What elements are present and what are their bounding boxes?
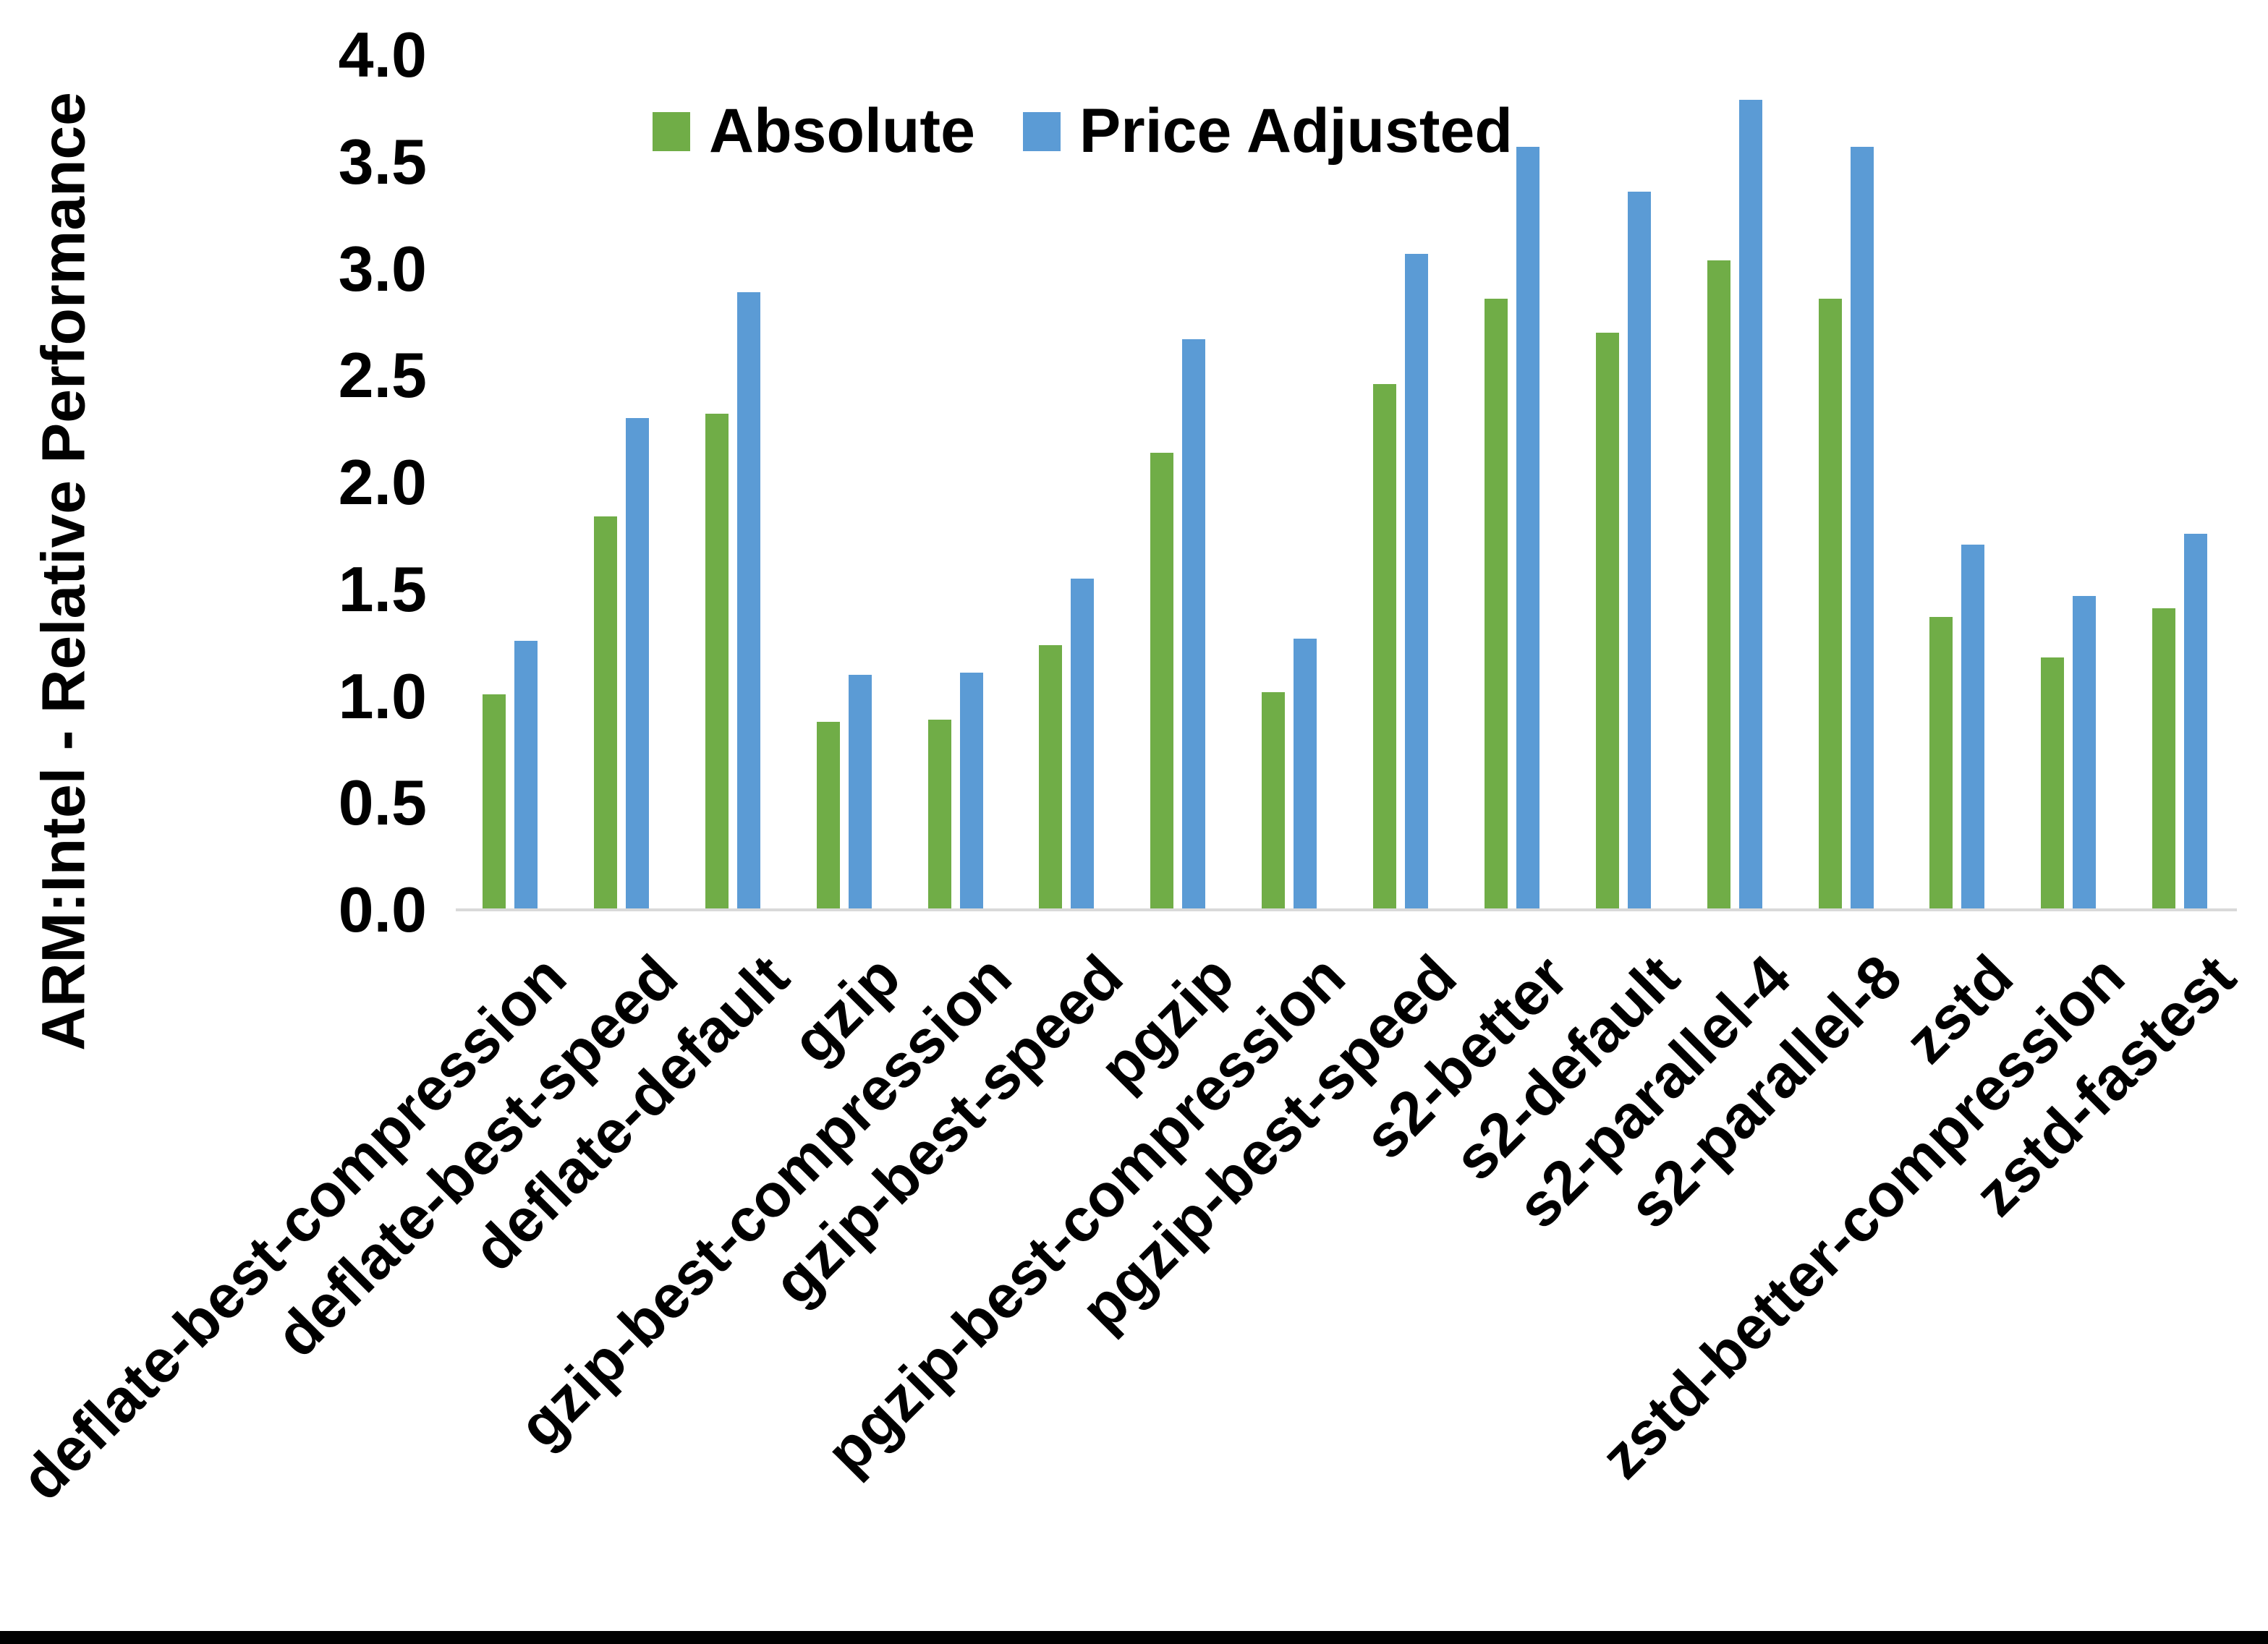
bar-price-adjusted-gzip: [848, 674, 872, 910]
bar-absolute-zstd-better-compression: [2041, 657, 2065, 910]
bar-price-adjusted-s2-better: [1516, 147, 1539, 910]
y-tick-label: 3.5: [338, 125, 427, 197]
legend-swatch-absolute-icon: [653, 111, 690, 151]
bar-price-adjusted-pgzip-best-speed: [1405, 253, 1428, 910]
bar-absolute-pgzip-best-speed: [1373, 384, 1396, 910]
bar-price-adjusted-zstd: [1961, 544, 1985, 910]
y-tick-label: 2.0: [338, 446, 427, 518]
y-tick-label: 3.0: [338, 232, 427, 304]
legend-item-absolute: Absolute: [653, 95, 975, 167]
bar-absolute-s2-parallel-4: [1707, 260, 1730, 910]
bar-absolute-deflate-best-compression: [483, 694, 506, 910]
legend-swatch-price-adjusted-icon: [1022, 111, 1061, 151]
bar-price-adjusted-s2-parallel-8: [1850, 147, 1874, 910]
bottom-border: [0, 1631, 2268, 1644]
y-tick-label: 2.5: [338, 339, 427, 412]
legend-label-price-adjusted: Price Adjusted: [1079, 96, 1513, 166]
y-tick-label: 1.5: [338, 553, 427, 625]
legend-item-price-adjusted: Price Adjusted: [1022, 95, 1513, 167]
y-tick-label: 0.5: [338, 767, 427, 839]
legend-label-absolute: Absolute: [709, 96, 975, 166]
bar-absolute-pgzip: [1150, 452, 1174, 910]
y-tick-label: 1.0: [338, 660, 427, 732]
bar-absolute-zstd-fastest: [2152, 608, 2176, 910]
bar-price-adjusted-pgzip: [1182, 339, 1206, 910]
bar-price-adjusted-pgzip-best-compression: [1294, 638, 1317, 910]
bar-price-adjusted-zstd-better-compression: [2073, 595, 2097, 910]
bar-price-adjusted-gzip-best-speed: [1071, 578, 1095, 910]
bar-price-adjusted-s2-parallel-4: [1738, 100, 1762, 910]
bar-price-adjusted-deflate-best-speed: [625, 418, 649, 910]
bar-price-adjusted-deflate-best-compression: [514, 640, 538, 910]
bar-absolute-gzip-best-compression: [927, 720, 951, 910]
bar-absolute-s2-better: [1484, 298, 1508, 910]
bar-absolute-pgzip-best-compression: [1262, 691, 1286, 910]
legend: Absolute Price Adjusted: [653, 95, 1513, 167]
bar-price-adjusted-gzip-best-compression: [959, 672, 983, 910]
bar-price-adjusted-s2-default: [1627, 192, 1651, 910]
bar-absolute-s2-default: [1595, 333, 1619, 910]
y-tick-label: 4.0: [338, 19, 427, 90]
bar-absolute-zstd: [1929, 617, 1953, 910]
bar-absolute-deflate-best-speed: [593, 516, 617, 910]
bar-absolute-gzip-best-speed: [1039, 644, 1063, 910]
x-axis-line: [456, 908, 2237, 911]
y-tick-label: 0.0: [338, 874, 427, 945]
bar-absolute-s2-parallel-8: [1818, 298, 1842, 910]
bar-absolute-deflate-default: [705, 414, 729, 910]
bar-price-adjusted-zstd-fastest: [2184, 533, 2208, 910]
bar-price-adjusted-deflate-default: [736, 292, 760, 910]
bar-absolute-gzip: [816, 721, 840, 910]
